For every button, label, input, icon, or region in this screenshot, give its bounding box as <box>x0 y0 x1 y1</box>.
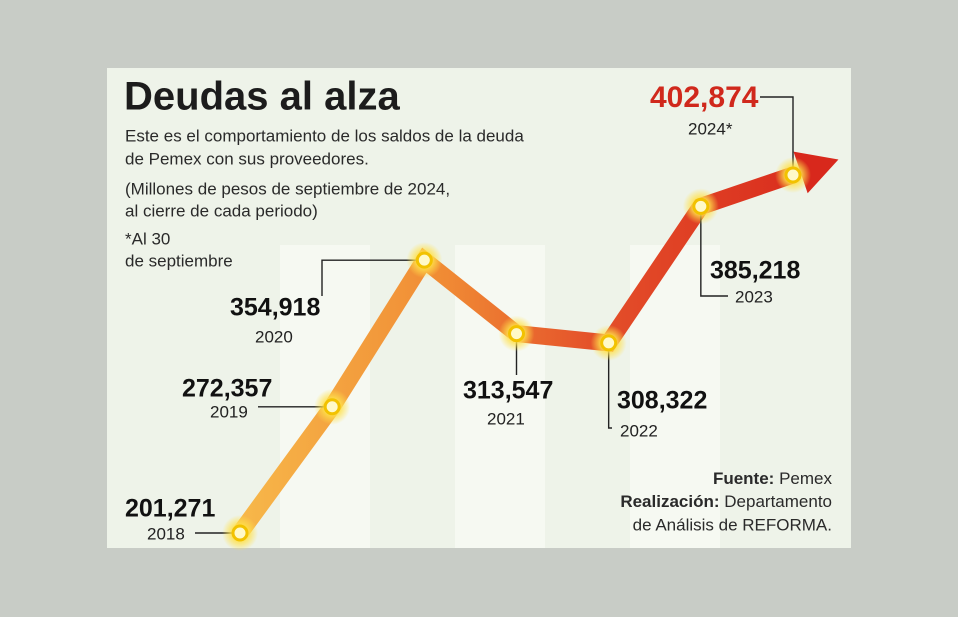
leader-line <box>700 206 728 297</box>
credit: de Análisis de REFORMA. <box>633 515 832 534</box>
year-label: 2022 <box>620 421 658 440</box>
year-label: 2019 <box>210 402 248 421</box>
value-label: 354,918 <box>230 294 320 322</box>
leader-line <box>760 96 794 175</box>
value-label: 385,218 <box>710 257 800 285</box>
data-point <box>692 197 710 215</box>
data-point <box>784 166 802 184</box>
source-text: Pemex <box>779 469 832 488</box>
year-label: 2024* <box>688 119 733 138</box>
year-label: 2020 <box>255 327 293 346</box>
subtitle: Este es el comportamiento de los saldos … <box>125 126 524 145</box>
footnote: de septiembre <box>125 251 233 270</box>
year-label: 2018 <box>147 524 185 543</box>
data-point <box>323 398 341 416</box>
units-note: al cierre de cada periodo) <box>125 201 318 220</box>
value-label: 402,874 <box>650 81 759 114</box>
credit-text: Departamento <box>724 492 832 511</box>
leader-line <box>321 259 425 296</box>
value-label: 313,547 <box>463 377 553 405</box>
leader-line <box>607 342 612 429</box>
value-label: 272,357 <box>182 375 272 403</box>
data-point <box>415 251 433 269</box>
value-label: 201,271 <box>125 495 215 523</box>
credit: Realización: Departamento <box>620 492 832 511</box>
units-note: (Millones de pesos de septiembre de 2024… <box>125 179 450 198</box>
data-point <box>600 334 618 352</box>
footnote: *Al 30 <box>125 229 170 248</box>
year-label: 2021 <box>487 409 525 428</box>
year-label: 2023 <box>735 287 773 306</box>
subtitle: de Pemex con sus proveedores. <box>125 149 369 168</box>
source: Fuente: Pemex <box>713 469 833 488</box>
value-label: 308,322 <box>617 387 707 415</box>
data-point <box>231 524 249 542</box>
source-label: Fuente: <box>713 469 774 488</box>
credit-label: Realización: <box>620 492 719 511</box>
chart-title: Deudas al alza <box>124 75 400 119</box>
data-point <box>508 325 525 343</box>
